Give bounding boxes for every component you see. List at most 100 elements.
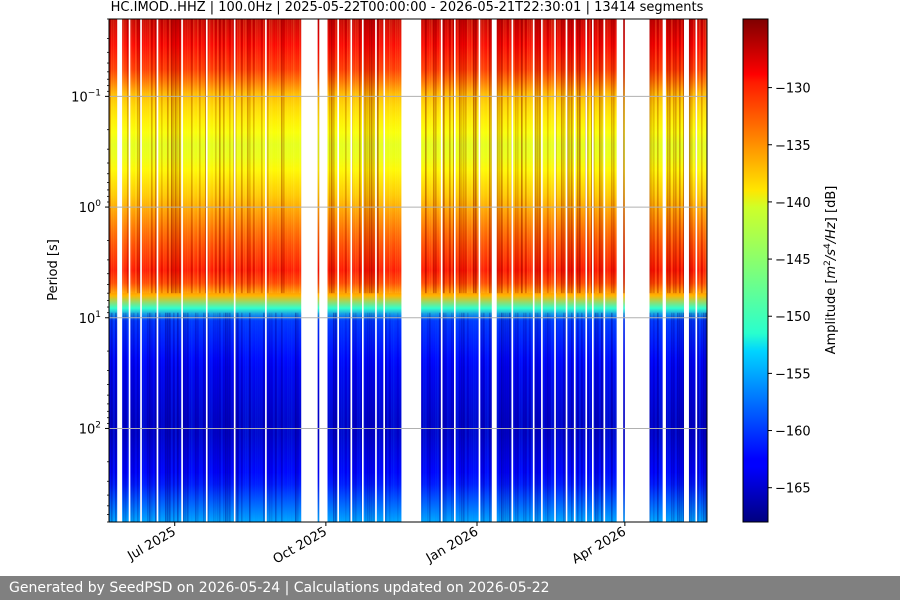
colorbar-tick-label: −130: [775, 82, 811, 97]
heatmap-column-lower: [477, 312, 479, 522]
heatmap-column-upper: [239, 19, 241, 294]
heatmap-column-upper: [423, 19, 425, 294]
heatmap-column-lower: [197, 312, 199, 522]
heatmap-column-upper: [551, 19, 553, 294]
data-gap: [383, 19, 385, 522]
heatmap-column-lower: [447, 312, 449, 522]
heatmap-column-lower: [235, 312, 237, 522]
heatmap-column-lower: [439, 312, 441, 522]
heatmap-column-upper: [611, 19, 613, 294]
heatmap-column-upper: [429, 19, 431, 294]
heatmap-column-upper: [353, 19, 355, 294]
heatmap-column-upper: [443, 19, 445, 294]
heatmap-column-lower: [297, 312, 299, 522]
data-gap: [592, 19, 594, 522]
heatmap-column-upper: [461, 19, 463, 294]
heatmap-column-lower: [237, 312, 239, 522]
heatmap-column-upper: [581, 19, 583, 294]
y-axis: 10−1 100 101 102: [71, 18, 109, 523]
heatmap-column-upper: [481, 19, 483, 294]
heatmap-column-lower: [201, 312, 203, 522]
heatmap-column-lower: [227, 312, 229, 522]
grid-lines: [109, 95, 707, 429]
heatmap-column-lower: [467, 312, 469, 522]
data-gap: [695, 19, 698, 522]
heatmap-column-upper: [151, 19, 153, 294]
heatmap-column-upper: [435, 19, 437, 294]
heatmap-column-upper: [523, 19, 525, 294]
heatmap-column-upper: [357, 19, 359, 294]
heatmap-column-lower: [613, 312, 615, 522]
heatmap-column-lower: [435, 312, 437, 522]
x-tick-label: Apr 2026: [570, 524, 629, 567]
heatmap-column-upper: [447, 19, 449, 294]
heatmap-column-lower: [653, 312, 655, 522]
heatmap-column-upper: [125, 19, 127, 294]
heatmap-column-upper: [363, 19, 365, 294]
heatmap-column-lower: [259, 312, 261, 522]
heatmap-column-lower: [431, 312, 433, 522]
data-gap: [401, 19, 422, 522]
heatmap-column-upper: [195, 19, 197, 294]
data-gap: [491, 19, 497, 522]
heatmap-column-upper: [285, 19, 287, 294]
heatmap-column-lower: [271, 312, 273, 522]
heatmap-column-upper: [381, 19, 383, 294]
heatmap-column-upper: [293, 19, 295, 294]
heatmap-column-upper: [473, 19, 475, 294]
heatmap-column-upper: [501, 19, 503, 294]
heatmap-column-upper: [211, 19, 213, 294]
heatmap-column-lower: [215, 312, 217, 522]
heatmap-column-lower: [139, 312, 141, 522]
heatmap-column-upper: [283, 19, 285, 294]
heatmap-column-upper: [579, 19, 581, 294]
heatmap-column-upper: [343, 19, 345, 294]
heatmap-column-lower: [395, 312, 397, 522]
heatmap-column-lower: [261, 312, 263, 522]
heatmap-column-lower: [213, 312, 215, 522]
heatmap-column-lower: [173, 312, 175, 522]
heatmap-column-upper: [109, 19, 111, 294]
data-gap: [350, 19, 353, 522]
heatmap-column-lower: [355, 312, 357, 522]
heatmap-column-lower: [527, 312, 529, 522]
heatmap-column-lower: [485, 312, 487, 522]
heatmap-column-lower: [537, 312, 539, 522]
heatmap-column-upper: [681, 19, 683, 294]
heatmap-column-lower: [245, 312, 247, 522]
heatmap-column-lower: [283, 312, 285, 522]
heatmap-column-lower: [651, 312, 653, 522]
data-gap: [573, 19, 576, 522]
heatmap-column-upper: [273, 19, 275, 294]
heatmap-column-upper: [169, 19, 171, 294]
heatmap-column-upper: [237, 19, 239, 294]
data-gap: [337, 19, 339, 522]
heatmap-column-upper: [489, 19, 491, 294]
data-gap: [541, 19, 543, 522]
heatmap-column-lower: [583, 312, 585, 522]
heatmap-column-lower: [675, 312, 677, 522]
heatmap-column-lower: [465, 312, 467, 522]
heatmap-column-lower: [211, 312, 213, 522]
heatmap-column-upper: [703, 19, 705, 294]
heatmap-column-upper: [527, 19, 529, 294]
heatmap-column-upper: [331, 19, 333, 294]
heatmap-column-upper: [521, 19, 523, 294]
psd-spectrogram-figure: HC.IMOD..HHZ | 100.0Hz | 2025-05-22T00:0…: [46, 0, 839, 567]
heatmap-column-upper: [439, 19, 441, 294]
heatmap-column-upper: [393, 19, 395, 294]
heatmap-column-upper: [537, 19, 539, 294]
heatmap-column-upper: [571, 19, 573, 294]
heatmap-column-upper: [471, 19, 473, 294]
heatmap-column-upper: [267, 19, 269, 294]
heatmap-column-lower: [241, 312, 243, 522]
heatmap-column-upper: [425, 19, 427, 294]
heatmap-column-lower: [553, 312, 555, 522]
heatmap-column-lower: [317, 312, 319, 522]
heatmap-column-lower: [457, 312, 459, 522]
heatmap-column-upper: [335, 19, 337, 294]
heatmap-column-upper: [605, 19, 607, 294]
heatmap-column-upper: [225, 19, 227, 294]
heatmap-column-upper: [193, 19, 195, 294]
heatmap-column-upper: [249, 19, 251, 294]
